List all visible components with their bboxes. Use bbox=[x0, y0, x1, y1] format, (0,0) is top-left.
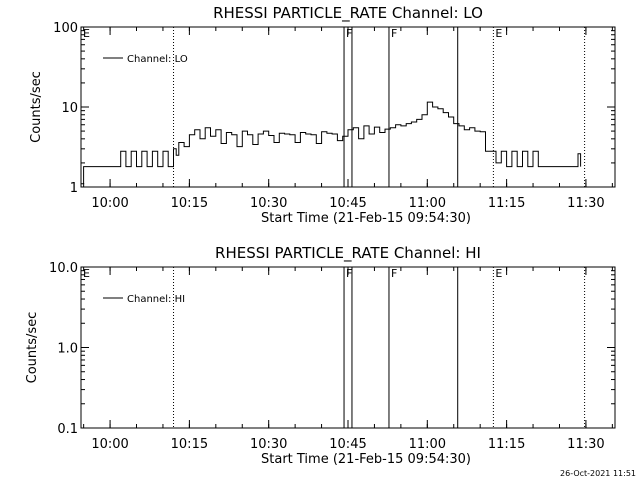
event-marker-flag: F bbox=[346, 27, 352, 40]
legend-label: Channel: HI bbox=[127, 294, 185, 305]
x-axis-label: Start Time (21-Feb-15 09:54:30) bbox=[261, 452, 471, 467]
x-tick-label: 11:15 bbox=[488, 196, 525, 211]
event-marker-flag: E bbox=[495, 27, 502, 40]
event-marker-flag: E bbox=[83, 267, 90, 280]
plot-frame bbox=[80, 266, 616, 429]
x-tick-label: 10:15 bbox=[171, 437, 208, 452]
x-tick-label: 11:30 bbox=[567, 196, 604, 211]
event-marker-flag: F bbox=[391, 27, 397, 40]
x-tick-label: 10:30 bbox=[250, 196, 287, 211]
legend-label: Channel: LO bbox=[127, 54, 188, 65]
chart-title: RHESSI PARTICLE_RATE Channel: LO bbox=[213, 4, 483, 23]
plot-frame bbox=[80, 26, 616, 188]
x-tick-label: 10:15 bbox=[171, 196, 208, 211]
x-tick-label: 11:15 bbox=[488, 437, 525, 452]
y-tick-label: 100 bbox=[53, 21, 78, 36]
chart-title: RHESSI PARTICLE_RATE Channel: HI bbox=[215, 244, 481, 263]
y-tick-label: 1.0 bbox=[57, 342, 78, 357]
x-tick-label: 10:00 bbox=[91, 437, 128, 452]
y-axis-label: Counts/sec bbox=[25, 312, 40, 384]
event-marker-flag: F bbox=[391, 267, 397, 280]
event-marker-flag: E bbox=[83, 27, 90, 40]
timestamp-footer: 26-Oct-2021 11:51 bbox=[560, 469, 636, 478]
x-tick-label: 11:00 bbox=[409, 196, 446, 211]
x-tick-label: 10:45 bbox=[329, 196, 366, 211]
x-tick-label: 11:00 bbox=[409, 437, 446, 452]
y-tick-label: 0.1 bbox=[57, 422, 78, 437]
y-tick-label: 1 bbox=[70, 181, 78, 196]
event-marker-flag: E bbox=[495, 267, 502, 280]
event-marker-flag: F bbox=[346, 267, 352, 280]
x-tick-label: 11:30 bbox=[567, 437, 604, 452]
y-axis-label: Counts/sec bbox=[29, 71, 44, 143]
y-tick-label: 10.0 bbox=[49, 261, 78, 276]
series-line-channel-lo bbox=[81, 101, 582, 185]
x-tick-label: 10:00 bbox=[91, 196, 128, 211]
x-tick-label: 10:30 bbox=[250, 437, 287, 452]
y-tick-label: 10 bbox=[61, 101, 78, 116]
x-axis-label: Start Time (21-Feb-15 09:54:30) bbox=[261, 211, 471, 226]
x-tick-label: 10:45 bbox=[329, 437, 366, 452]
